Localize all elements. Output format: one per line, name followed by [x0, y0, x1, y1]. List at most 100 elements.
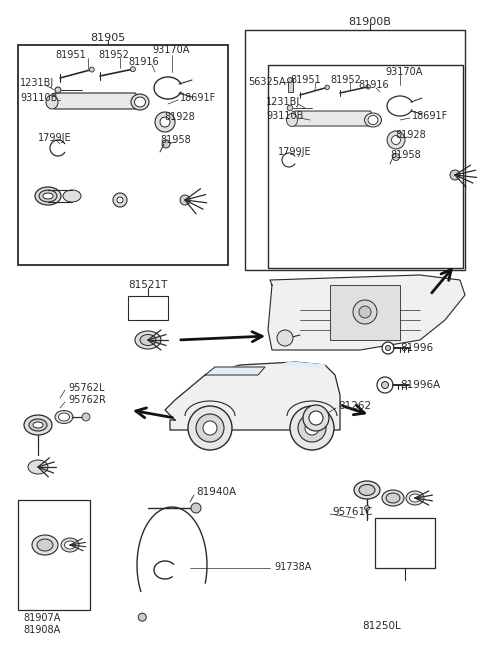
- Circle shape: [155, 112, 175, 132]
- Text: 93170A: 93170A: [152, 45, 190, 55]
- Ellipse shape: [368, 115, 378, 124]
- Circle shape: [290, 406, 334, 450]
- Circle shape: [203, 421, 217, 435]
- Circle shape: [364, 506, 370, 510]
- Text: 1231BJ: 1231BJ: [20, 78, 54, 88]
- Circle shape: [450, 170, 460, 180]
- Text: 81250L: 81250L: [362, 621, 401, 631]
- Ellipse shape: [140, 335, 156, 345]
- Text: 81952: 81952: [98, 50, 129, 60]
- Circle shape: [288, 77, 292, 83]
- Ellipse shape: [32, 535, 58, 555]
- Text: 81952: 81952: [330, 75, 361, 85]
- Bar: [288, 78, 293, 92]
- Ellipse shape: [28, 460, 48, 474]
- Text: 95761C: 95761C: [332, 507, 372, 517]
- Ellipse shape: [61, 538, 79, 552]
- Text: 93110B: 93110B: [266, 111, 303, 121]
- Bar: [268, 65, 463, 268]
- Circle shape: [366, 84, 371, 89]
- Text: 81928: 81928: [395, 130, 426, 140]
- Text: 81951: 81951: [55, 50, 86, 60]
- Ellipse shape: [35, 187, 61, 205]
- Text: 18691F: 18691F: [180, 93, 216, 103]
- Polygon shape: [165, 362, 340, 430]
- Polygon shape: [205, 367, 265, 375]
- Polygon shape: [268, 275, 465, 350]
- Text: 81928: 81928: [164, 112, 195, 122]
- Ellipse shape: [24, 415, 52, 435]
- Circle shape: [117, 197, 123, 203]
- Circle shape: [359, 306, 371, 318]
- Text: 81521T: 81521T: [128, 280, 168, 290]
- Polygon shape: [280, 362, 325, 368]
- Text: 93170A: 93170A: [385, 67, 422, 77]
- Circle shape: [303, 405, 329, 431]
- Ellipse shape: [386, 493, 400, 503]
- Ellipse shape: [409, 494, 420, 502]
- Circle shape: [382, 342, 394, 354]
- FancyBboxPatch shape: [54, 93, 136, 109]
- Circle shape: [309, 411, 323, 425]
- Text: 56325A: 56325A: [248, 77, 286, 87]
- Circle shape: [82, 413, 90, 421]
- Ellipse shape: [134, 97, 145, 107]
- Text: 81262: 81262: [338, 401, 371, 411]
- Circle shape: [89, 67, 94, 72]
- Text: 81951: 81951: [290, 75, 321, 85]
- Circle shape: [180, 195, 190, 205]
- Bar: [128, 296, 168, 320]
- Bar: [330, 285, 400, 340]
- Ellipse shape: [29, 419, 47, 431]
- Text: 1799JE: 1799JE: [278, 147, 312, 157]
- Circle shape: [382, 381, 388, 388]
- Circle shape: [277, 330, 293, 346]
- Ellipse shape: [33, 422, 43, 428]
- Text: 81900B: 81900B: [348, 17, 391, 27]
- Text: 81958: 81958: [390, 150, 421, 160]
- Circle shape: [160, 117, 170, 127]
- Ellipse shape: [364, 113, 382, 127]
- Text: 95762L: 95762L: [68, 383, 105, 393]
- Text: 81908A: 81908A: [24, 625, 60, 635]
- Ellipse shape: [359, 485, 375, 495]
- Text: 91738A: 91738A: [274, 562, 312, 572]
- Text: 81958: 81958: [160, 135, 191, 145]
- Bar: [245, 30, 465, 270]
- Ellipse shape: [382, 490, 404, 506]
- Ellipse shape: [287, 113, 298, 126]
- Circle shape: [393, 153, 399, 160]
- Circle shape: [305, 421, 319, 435]
- Text: 81905: 81905: [90, 33, 126, 43]
- Circle shape: [353, 300, 377, 324]
- Text: 81907A: 81907A: [24, 613, 60, 623]
- FancyBboxPatch shape: [294, 111, 371, 126]
- Circle shape: [188, 406, 232, 450]
- Text: 81996: 81996: [400, 343, 433, 353]
- Ellipse shape: [354, 481, 380, 499]
- Ellipse shape: [55, 411, 73, 424]
- Ellipse shape: [64, 541, 75, 549]
- Text: 81940A: 81940A: [196, 487, 236, 497]
- Circle shape: [287, 105, 293, 111]
- Text: 1231BJ: 1231BJ: [266, 97, 300, 107]
- Bar: [18, 45, 228, 265]
- Ellipse shape: [39, 190, 57, 202]
- Ellipse shape: [37, 539, 53, 551]
- Circle shape: [162, 140, 170, 148]
- Text: 81916: 81916: [358, 80, 389, 90]
- Text: 1799JE: 1799JE: [38, 133, 72, 143]
- Circle shape: [55, 87, 61, 93]
- Circle shape: [377, 377, 393, 393]
- Bar: [18, 500, 90, 610]
- Ellipse shape: [135, 331, 161, 349]
- Circle shape: [138, 613, 146, 621]
- Circle shape: [385, 345, 391, 350]
- Text: 93110B: 93110B: [20, 93, 58, 103]
- Ellipse shape: [59, 413, 70, 421]
- Ellipse shape: [43, 193, 53, 199]
- Circle shape: [387, 131, 405, 149]
- Ellipse shape: [46, 95, 58, 109]
- Bar: [375, 518, 435, 568]
- Text: 81996A: 81996A: [400, 380, 440, 390]
